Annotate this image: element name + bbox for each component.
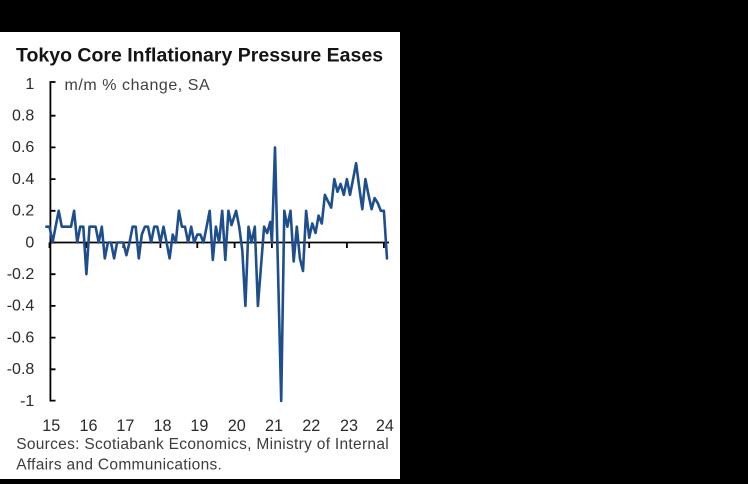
svg-text:Affairs and Communications.: Affairs and Communications. (16, 456, 222, 473)
svg-text:20: 20 (228, 417, 246, 435)
svg-text:0.2: 0.2 (12, 203, 34, 220)
svg-text:24: 24 (376, 417, 394, 435)
svg-text:0.4: 0.4 (12, 171, 34, 188)
svg-text:Tokyo Core Inflationary Pressu: Tokyo Core Inflationary Pressure Eases (16, 45, 383, 67)
svg-text:23: 23 (340, 417, 358, 435)
svg-text:-1: -1 (20, 393, 34, 410)
svg-text:15: 15 (42, 417, 60, 435)
svg-text:21: 21 (265, 417, 283, 435)
svg-text:-0.4: -0.4 (7, 298, 35, 315)
svg-text:19: 19 (190, 417, 208, 435)
svg-text:0.6: 0.6 (12, 139, 34, 156)
svg-text:18: 18 (153, 417, 171, 435)
svg-text:17: 17 (116, 417, 134, 435)
svg-text:0: 0 (25, 234, 34, 251)
svg-text:-0.2: -0.2 (7, 266, 35, 283)
svg-text:-0.8: -0.8 (7, 361, 35, 378)
svg-text:22: 22 (302, 417, 320, 435)
svg-text:0.8: 0.8 (12, 108, 34, 125)
svg-text:m/m % change, SA: m/m % change, SA (65, 77, 211, 94)
svg-text:16: 16 (79, 417, 97, 435)
svg-text:1: 1 (25, 76, 34, 93)
svg-text:Sources: Scotiabank Economics,: Sources: Scotiabank Economics, Ministry … (16, 436, 389, 453)
svg-text:-0.6: -0.6 (7, 329, 35, 346)
